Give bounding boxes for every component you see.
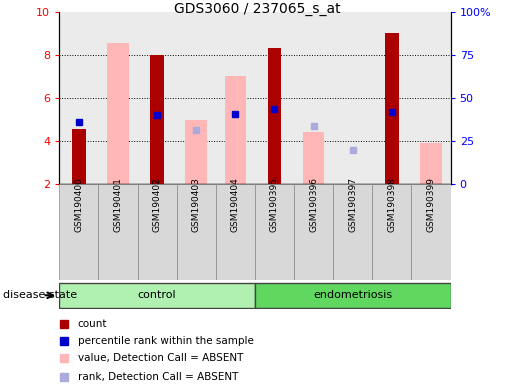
Bar bbox=[303, 132, 324, 184]
Bar bbox=[333, 12, 372, 184]
Text: GSM190404: GSM190404 bbox=[231, 177, 240, 232]
Text: value, Detection Call = ABSENT: value, Detection Call = ABSENT bbox=[78, 353, 243, 363]
Bar bbox=[333, 184, 372, 280]
Bar bbox=[59, 12, 98, 184]
Text: GDS3060 / 237065_s_at: GDS3060 / 237065_s_at bbox=[174, 2, 341, 16]
Text: endometriosis: endometriosis bbox=[313, 290, 392, 300]
Bar bbox=[411, 184, 451, 280]
Text: rank, Detection Call = ABSENT: rank, Detection Call = ABSENT bbox=[78, 372, 238, 382]
Bar bbox=[255, 283, 451, 308]
Bar bbox=[138, 184, 177, 280]
Bar bbox=[268, 48, 281, 184]
Text: GSM190402: GSM190402 bbox=[152, 177, 162, 232]
Bar bbox=[294, 184, 333, 280]
Bar bbox=[98, 184, 138, 280]
Text: GSM190398: GSM190398 bbox=[387, 177, 397, 232]
Bar bbox=[216, 184, 255, 280]
Bar bbox=[372, 184, 411, 280]
Text: GSM190396: GSM190396 bbox=[309, 177, 318, 232]
Bar bbox=[107, 43, 129, 184]
Bar bbox=[420, 143, 442, 184]
Bar bbox=[255, 184, 294, 280]
Bar bbox=[294, 12, 333, 184]
Text: GSM190400: GSM190400 bbox=[74, 177, 83, 232]
Bar bbox=[216, 12, 255, 184]
Text: GSM190401: GSM190401 bbox=[113, 177, 123, 232]
Bar bbox=[185, 119, 207, 184]
Text: GSM190399: GSM190399 bbox=[426, 177, 436, 232]
Text: percentile rank within the sample: percentile rank within the sample bbox=[78, 336, 253, 346]
Text: disease state: disease state bbox=[3, 290, 77, 300]
Text: GSM190397: GSM190397 bbox=[348, 177, 357, 232]
Bar bbox=[138, 12, 177, 184]
Text: control: control bbox=[138, 290, 176, 300]
Bar bbox=[225, 76, 246, 184]
Bar bbox=[177, 184, 216, 280]
Text: count: count bbox=[78, 319, 107, 329]
Bar bbox=[150, 55, 164, 184]
Bar bbox=[59, 283, 255, 308]
Bar bbox=[255, 12, 294, 184]
Bar bbox=[411, 12, 451, 184]
Text: GSM190403: GSM190403 bbox=[192, 177, 201, 232]
Bar bbox=[177, 12, 216, 184]
Bar bbox=[72, 129, 85, 184]
Bar bbox=[385, 33, 399, 184]
Bar bbox=[98, 12, 138, 184]
Bar bbox=[59, 184, 98, 280]
Bar bbox=[372, 12, 411, 184]
Text: GSM190395: GSM190395 bbox=[270, 177, 279, 232]
